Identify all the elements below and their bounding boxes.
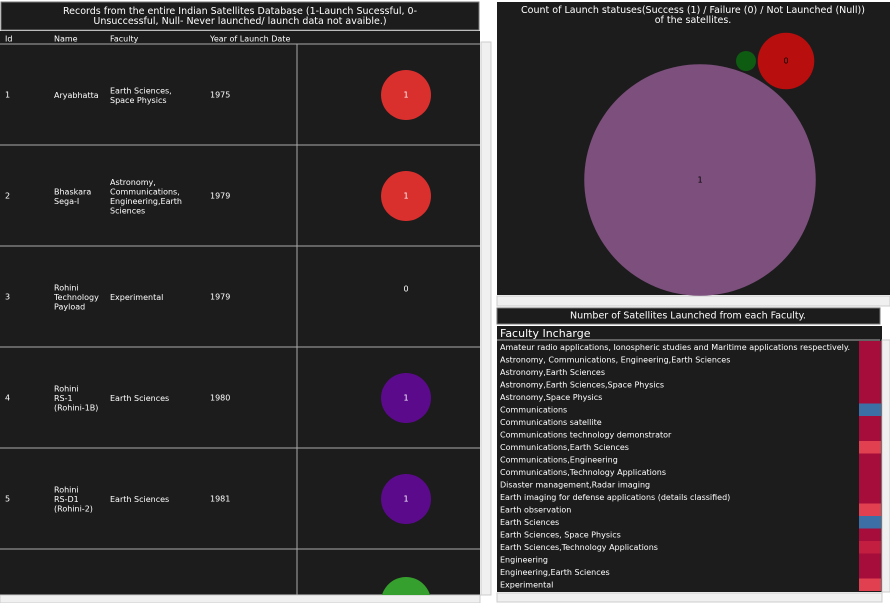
name-cell: Bhaskara Sega-I xyxy=(54,187,91,206)
bubble-label: 0 xyxy=(783,57,788,66)
faculty-name: Astronomy,Earth Sciences xyxy=(500,368,605,377)
status-bubble xyxy=(736,51,756,71)
status-circle xyxy=(381,373,431,423)
heat-cell xyxy=(859,478,881,491)
status-circle xyxy=(381,474,431,524)
faculty-name: Earth observation xyxy=(500,506,571,515)
heat-cell xyxy=(859,441,881,454)
faculty-name: Communications satellite xyxy=(500,418,602,427)
status-circle xyxy=(381,70,431,120)
scrollbar[interactable] xyxy=(496,592,883,603)
column-header: Id xyxy=(5,35,12,44)
faculty-cell: Earth Sciences xyxy=(110,495,169,504)
faculty-name: Earth Sciences,Technology Applications xyxy=(500,543,658,552)
faculty-panel xyxy=(497,326,882,592)
scrollbar[interactable] xyxy=(496,295,890,307)
status-title: Count of Launch statuses(Success (1) / F… xyxy=(521,5,865,26)
status-label: 0 xyxy=(403,285,408,294)
heat-cell xyxy=(859,528,881,541)
year-cell: 1979 xyxy=(210,293,230,302)
table-title: Records from the entire Indian Satellite… xyxy=(63,6,417,27)
year-cell: 1975 xyxy=(210,91,230,100)
heat-cell xyxy=(859,541,881,554)
name-cell: Rohini RS-1 (Rohini-1B) xyxy=(54,384,98,412)
faculty-header: Faculty Incharge xyxy=(500,327,591,340)
faculty-name: Disaster management,Radar imaging xyxy=(500,481,650,490)
faculty-name: Astronomy, Communications, Engineering,E… xyxy=(500,356,730,365)
name-cell: Rohini Technology Payload xyxy=(53,283,99,311)
faculty-cell: Earth Sciences xyxy=(110,394,169,403)
name-cell: Aryabhatta xyxy=(54,91,99,100)
faculty-name: Earth Sciences xyxy=(500,518,559,527)
status-circle xyxy=(382,577,430,595)
heat-cell xyxy=(859,378,881,391)
id-cell: 5 xyxy=(5,495,10,504)
heat-cell xyxy=(859,491,881,504)
year-cell: 1981 xyxy=(210,495,230,504)
heat-cell xyxy=(859,403,881,416)
status-label: 1 xyxy=(403,91,408,100)
column-header: Faculty xyxy=(110,35,139,44)
bubble-label: 1 xyxy=(697,176,702,185)
faculty-name: Communications,Engineering xyxy=(500,456,618,465)
heat-cell xyxy=(859,366,881,379)
heat-cell xyxy=(859,516,881,529)
status-circle xyxy=(381,171,431,221)
faculty-name: Engineering,Earth Sciences xyxy=(500,568,610,577)
faculty-name: Amateur radio applications, Ionospheric … xyxy=(500,343,850,352)
faculty-name: Communications,Technology Applications xyxy=(500,468,666,477)
year-cell: 1980 xyxy=(210,394,230,403)
faculty-name: Astronomy,Space Physics xyxy=(500,393,602,402)
heat-cell xyxy=(859,341,881,354)
status-label: 1 xyxy=(403,192,408,201)
faculty-name: Communications xyxy=(500,406,567,415)
faculty-name: Communications,Earth Sciences xyxy=(500,443,629,452)
column-header: Name xyxy=(54,35,78,44)
heat-cell xyxy=(859,428,881,441)
faculty-name: Earth imaging for defense applications (… xyxy=(500,493,730,502)
status-bubble xyxy=(757,32,815,90)
heat-cell xyxy=(859,353,881,366)
status-label: 1 xyxy=(403,495,408,504)
faculty-cell: Earth Sciences, Space Physics xyxy=(110,86,172,105)
faculty-title-box xyxy=(496,307,881,325)
heat-cell xyxy=(859,466,881,479)
status-bubble xyxy=(584,64,816,296)
id-cell: 3 xyxy=(5,293,10,302)
faculty-name: Earth Sciences, Space Physics xyxy=(500,531,621,540)
id-cell: 2 xyxy=(5,192,10,201)
faculty-name: Engineering xyxy=(500,556,548,565)
table-body: 1 Aryabhatta Earth Sciences, Space Physics 1… xyxy=(0,70,480,595)
scrollbar[interactable] xyxy=(0,594,481,603)
faculty-title: Number of Satellites Launched from each … xyxy=(570,311,806,322)
status-label: 1 xyxy=(403,394,408,403)
heat-cell xyxy=(859,453,881,466)
heat-cell xyxy=(859,578,881,591)
faculty-cell: Experimental xyxy=(110,293,163,302)
table-title-box xyxy=(0,1,480,31)
year-cell: 1979 xyxy=(210,192,230,201)
heat-cell xyxy=(859,416,881,429)
faculty-name: Astronomy,Earth Sciences,Space Physics xyxy=(500,381,664,390)
heat-cell xyxy=(859,566,881,579)
column-header: Year of Launch Date xyxy=(209,35,290,44)
faculty-name: Experimental xyxy=(500,581,553,590)
heat-cell xyxy=(859,503,881,516)
scrollbar[interactable] xyxy=(881,339,890,593)
id-cell: 1 xyxy=(5,91,10,100)
scrollbar[interactable] xyxy=(480,41,492,596)
faculty-cell: Astronomy, Communications, Engineering,Ear… xyxy=(110,177,182,215)
heat-cell xyxy=(859,391,881,404)
faculty-name: Communications technology demonstrator xyxy=(500,431,672,440)
id-cell: 4 xyxy=(5,394,10,403)
heat-cell xyxy=(859,553,881,566)
name-cell: Rohini RS-D1 (Rohini-2) xyxy=(54,485,93,513)
